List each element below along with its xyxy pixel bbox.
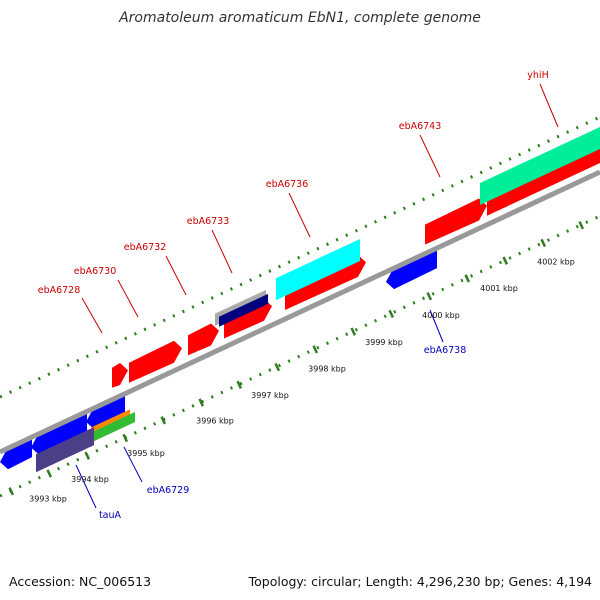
gene-feature[interactable] xyxy=(188,323,219,356)
major-tick xyxy=(502,256,509,265)
major-tick xyxy=(198,398,205,407)
gene-feature[interactable] xyxy=(112,363,128,388)
tick-label: 3995 kbp xyxy=(127,449,165,458)
gene-feature[interactable] xyxy=(276,239,360,301)
leader-line xyxy=(419,134,441,178)
gene-label-eba6736[interactable]: ebA6736 xyxy=(266,179,309,190)
tick-label: 3998 kbp xyxy=(308,364,346,373)
leader-line xyxy=(429,309,444,343)
gene-feature[interactable] xyxy=(31,411,87,455)
major-tick xyxy=(540,238,547,248)
major-tick xyxy=(312,345,319,354)
gene-feature[interactable] xyxy=(0,437,32,470)
gene-feature[interactable] xyxy=(219,293,268,327)
gene-label-eba6732[interactable]: ebA6732 xyxy=(124,242,167,253)
leader-line xyxy=(123,446,143,483)
tick-label: 4002 kbp xyxy=(537,258,575,267)
leader-line xyxy=(81,297,103,334)
major-tick xyxy=(274,362,281,372)
tick-label: 4000 kbp xyxy=(422,311,460,320)
gene-feature[interactable] xyxy=(129,340,182,383)
gene-label-eba6728[interactable]: ebA6728 xyxy=(38,285,81,296)
gene-feature[interactable] xyxy=(285,254,366,310)
major-tick xyxy=(464,274,471,283)
leader-line xyxy=(165,255,187,296)
genome-backbone xyxy=(0,169,600,455)
gene-label-eba6733[interactable]: ebA6733 xyxy=(187,216,230,227)
major-tick xyxy=(122,433,129,443)
outer-tick-track xyxy=(0,115,600,399)
leader-line xyxy=(539,83,559,128)
accession-text: Accession: NC_006513 xyxy=(9,574,152,589)
leader-line xyxy=(288,192,311,238)
topology-summary: Topology: circular; Length: 4,296,230 bp… xyxy=(248,574,592,589)
major-tick xyxy=(160,416,167,425)
gene-label-yhih[interactable]: yhiH xyxy=(527,70,548,81)
gene-label-eba6743[interactable]: ebA6743 xyxy=(399,121,442,132)
leader-line xyxy=(117,279,139,318)
major-tick xyxy=(8,487,15,496)
map-title: Aromatoleum aromaticum EbN1, complete ge… xyxy=(119,10,481,26)
gene-feature[interactable] xyxy=(425,198,487,245)
major-tick xyxy=(578,221,585,230)
major-tick xyxy=(350,327,357,336)
tick-label: 3999 kbp xyxy=(365,338,403,347)
gene-label-taua[interactable]: tauA xyxy=(99,510,122,521)
tick-label: 3994 kbp xyxy=(71,475,109,484)
gene-label-eba6730[interactable]: ebA6730 xyxy=(74,266,117,277)
tick-label: 4001 kbp xyxy=(480,284,518,293)
gene-feature[interactable] xyxy=(36,427,94,473)
tick-label: 3993 kbp xyxy=(29,495,67,504)
major-tick xyxy=(388,309,395,319)
tick-label: 3996 kbp xyxy=(196,417,234,426)
major-tick xyxy=(236,380,243,389)
major-tick xyxy=(46,469,53,478)
gene-feature[interactable] xyxy=(93,412,135,442)
leader-line xyxy=(75,464,97,509)
inner-tick-track xyxy=(0,214,600,498)
gene-label-eba6729[interactable]: ebA6729 xyxy=(147,485,190,496)
gene-label-eba6738[interactable]: ebA6738 xyxy=(424,345,467,356)
tick-label: 3997 kbp xyxy=(251,391,289,400)
gene-feature[interactable] xyxy=(224,298,272,339)
gene-feature[interactable] xyxy=(480,127,600,205)
leader-line xyxy=(211,229,233,274)
gene-feature[interactable] xyxy=(386,248,437,290)
major-tick xyxy=(84,451,91,460)
major-tick xyxy=(426,292,433,301)
gene-feature[interactable] xyxy=(86,393,125,430)
